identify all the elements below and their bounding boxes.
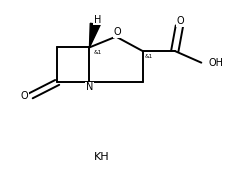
Text: KH: KH: [94, 152, 109, 162]
Text: &1: &1: [93, 50, 101, 54]
Text: OH: OH: [207, 58, 222, 68]
Text: N: N: [85, 83, 93, 92]
Text: H: H: [94, 14, 101, 25]
Text: O: O: [113, 27, 120, 37]
Text: O: O: [20, 91, 28, 101]
Text: O: O: [176, 16, 184, 26]
Text: &1: &1: [144, 54, 152, 58]
Polygon shape: [89, 23, 100, 47]
